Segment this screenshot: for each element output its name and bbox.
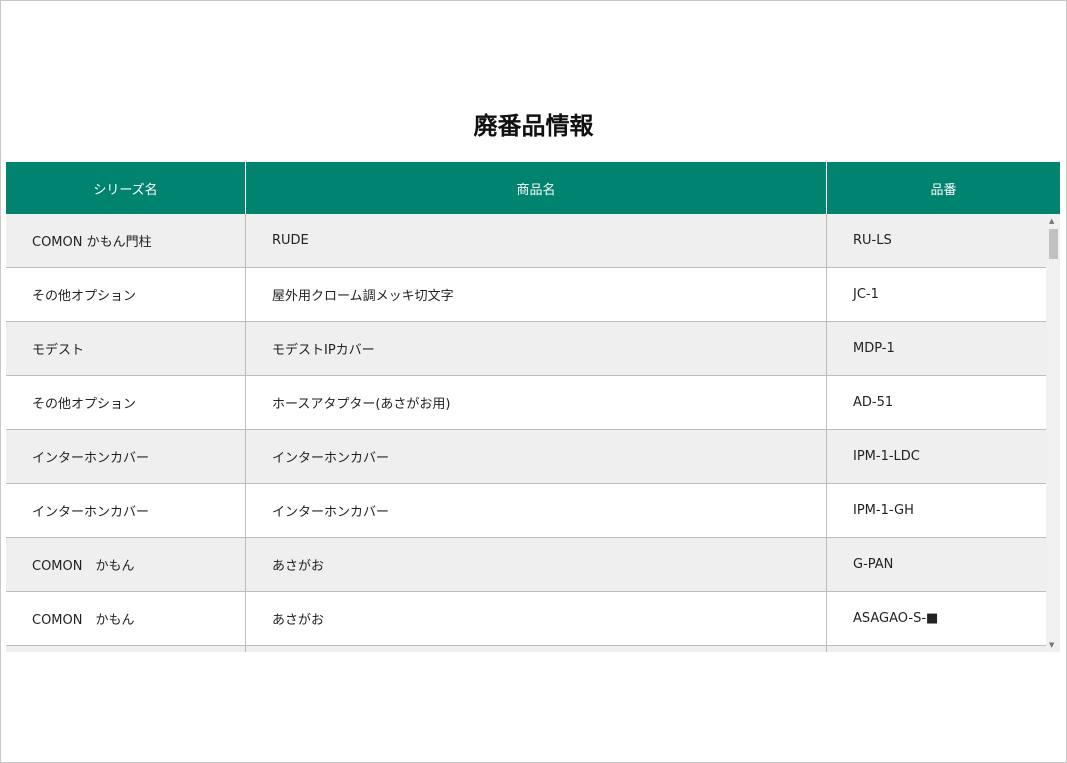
- cell-product: あさがお: [246, 538, 827, 591]
- column-header-code: 品番: [930, 182, 957, 198]
- cell-series: COMON かもん: [6, 538, 246, 591]
- table-header: シリーズ名 商品名 品番: [6, 162, 1060, 214]
- table-row[interactable]: モデスト モデストIPカバー MDP-1: [6, 322, 1046, 376]
- table-row[interactable]: インターホンカバー インターホンカバー IPM-1-GH: [6, 484, 1046, 538]
- page-title: 廃番品情報: [473, 112, 594, 140]
- cell-code: MDP-1: [853, 341, 895, 356]
- cell-code: JC-1: [853, 287, 879, 302]
- table-row[interactable]: COMON かもん あさがお ASAGAO-S-■: [6, 592, 1046, 646]
- cell-product: ホースアタプター(あさがお用): [246, 376, 827, 429]
- scrollbar-thumb[interactable]: [1049, 229, 1058, 259]
- cell-product: あさがお: [246, 592, 827, 645]
- column-header-series: シリーズ名: [6, 162, 246, 214]
- table-row[interactable]: その他オプション 屋外用クローム調メッキ切文字 JC-1: [6, 268, 1046, 322]
- cell-series: インターホンカバー: [6, 484, 246, 537]
- cell-code: IPM-1-LDC: [853, 449, 920, 464]
- cell-series: インターホンカバー: [6, 430, 246, 483]
- table-row[interactable]: COMON かもん門柱 RUDE RU-LS: [6, 214, 1046, 268]
- table-body[interactable]: COMON かもん門柱 RUDE RU-LS その他オプション 屋外用クローム調メッキ切…: [6, 214, 1060, 652]
- column-header-product: 商品名: [246, 162, 827, 214]
- cell-code: IPM-1-GH: [853, 503, 914, 518]
- vertical-scrollbar[interactable]: ▲ ▼: [1046, 214, 1060, 652]
- cell-series: COMON かもん門柱: [6, 214, 246, 267]
- cell-product: インターホンカバー: [246, 430, 827, 483]
- table-row[interactable]: [6, 646, 1046, 652]
- cell-product: インターホンカバー: [246, 484, 827, 537]
- table-row[interactable]: その他オプション ホースアタプター(あさがお用) AD-51: [6, 376, 1046, 430]
- scroll-up-arrow-icon[interactable]: ▲: [1049, 217, 1055, 225]
- cell-code: G-PAN: [853, 557, 894, 572]
- scroll-down-arrow-icon[interactable]: ▼: [1049, 641, 1055, 649]
- cell-product: モデストIPカバー: [246, 322, 827, 375]
- cell-series: モデスト: [6, 322, 246, 375]
- cell-code: ASAGAO-S-■: [853, 611, 939, 626]
- cell-series: [6, 646, 246, 652]
- cell-product: 屋外用クローム調メッキ切文字: [246, 268, 827, 321]
- cell-series: その他オプション: [6, 376, 246, 429]
- cell-series: その他オプション: [6, 268, 246, 321]
- cell-product: [246, 646, 827, 652]
- table-row[interactable]: インターホンカバー インターホンカバー IPM-1-LDC: [6, 430, 1046, 484]
- cell-code: AD-51: [853, 395, 894, 410]
- cell-code: RU-LS: [853, 233, 892, 248]
- cell-product: RUDE: [246, 214, 827, 267]
- cell-series: COMON かもん: [6, 592, 246, 645]
- cell-code: [827, 646, 1046, 652]
- table-row[interactable]: COMON かもん あさがお G-PAN: [6, 538, 1046, 592]
